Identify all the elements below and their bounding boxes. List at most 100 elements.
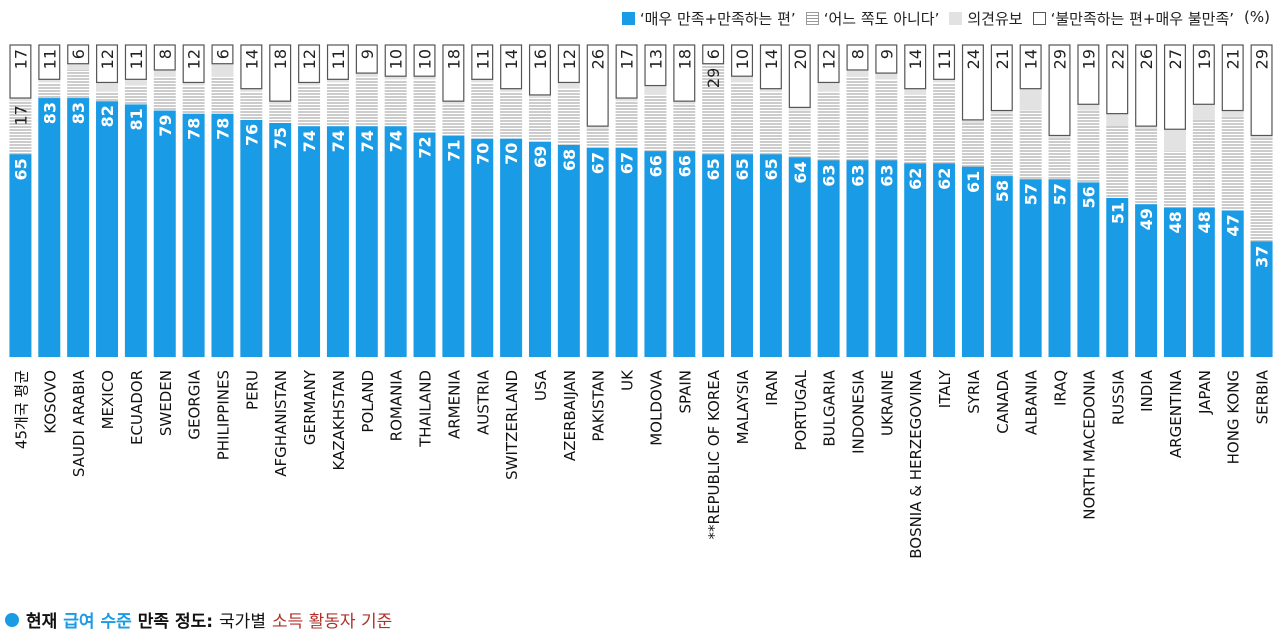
value-label: 10	[387, 49, 406, 69]
bar-segment	[326, 126, 349, 358]
x-tick-label: POLAND	[359, 370, 377, 433]
value-label: 58	[993, 180, 1012, 202]
bar-segment	[990, 110, 1013, 114]
x-tick-label: PERU	[243, 370, 261, 410]
title-part: 국가별	[219, 612, 266, 631]
bar-segment	[846, 160, 869, 357]
x-tick-label: SAUDI ARABIA	[70, 369, 88, 477]
bar-segment	[1192, 104, 1215, 120]
value-label: 29	[1253, 49, 1272, 69]
value-label: 65	[11, 158, 30, 180]
bar-segment	[9, 154, 32, 357]
x-tick-label: **REPUBLIC OF KOREA	[705, 369, 723, 539]
value-label: 70	[502, 143, 521, 165]
value-label: 71	[444, 139, 463, 161]
bar-segment	[1250, 138, 1273, 242]
bar-segment	[1106, 126, 1129, 198]
bar-segment	[788, 107, 811, 111]
bar-segment	[1019, 179, 1042, 357]
title-bullet	[5, 613, 19, 627]
value-label: 61	[964, 171, 983, 193]
bar-segment	[442, 135, 465, 357]
bar-segment	[788, 44, 811, 109]
legend-swatch	[949, 12, 963, 25]
bar-segment	[124, 85, 147, 105]
value-label: 17	[618, 49, 637, 69]
bar-segment	[875, 73, 898, 80]
value-label: 65	[733, 158, 752, 180]
x-tick-label: INDIA	[1138, 369, 1156, 412]
value-label: 21	[1224, 49, 1243, 69]
bar-segment	[1077, 104, 1100, 111]
bar-segment	[298, 44, 321, 84]
value-label: 11	[935, 49, 954, 69]
bar-segment	[124, 104, 147, 357]
bar-segment	[9, 98, 32, 102]
bar-segment	[1192, 207, 1215, 357]
legend-label: 의견유보	[967, 10, 1023, 28]
bar-segment	[355, 44, 378, 74]
legend-swatch	[621, 12, 635, 25]
bar-segment	[500, 44, 523, 90]
value-label: 79	[156, 115, 175, 137]
bar-segment	[933, 44, 956, 80]
bar-segment	[211, 44, 234, 65]
bar-segment	[644, 151, 667, 357]
value-label: 63	[848, 164, 867, 186]
value-label: 26	[1137, 49, 1156, 69]
bar-segment	[1077, 182, 1100, 357]
value-label: 63	[877, 164, 896, 186]
bar-segment	[153, 44, 176, 71]
bar-segment	[38, 79, 61, 83]
value-label: 10	[416, 49, 435, 69]
legend-item: ‘매우 만족+만족하는 편’	[621, 8, 796, 29]
value-label: 62	[935, 168, 954, 190]
value-label: 78	[213, 118, 232, 140]
bar-segment	[240, 91, 263, 120]
bar-segment	[846, 69, 869, 77]
bar-segment	[471, 44, 494, 80]
bar-segment	[96, 44, 119, 84]
x-tick-label: AFGHANISTAN	[272, 370, 290, 477]
bar-segment	[211, 63, 234, 77]
bar-segment	[557, 44, 580, 84]
value-label: 14	[502, 49, 521, 69]
x-tick-label: IRAQ	[1052, 370, 1070, 406]
x-tick-label: CANADA	[994, 369, 1012, 434]
value-label: 20	[791, 49, 810, 69]
value-label: 76	[242, 124, 261, 146]
bar-segment	[990, 44, 1013, 112]
bar-segment	[528, 44, 551, 96]
bar-segment	[1135, 44, 1158, 127]
bar-segment	[67, 98, 90, 357]
legend-item: 의견유보	[949, 8, 1023, 29]
legend-swatch	[805, 12, 819, 25]
x-tick-label: KAZAKHSTAN	[330, 370, 348, 471]
value-label: 14	[1022, 49, 1041, 69]
legend-label: ‘매우 만족+만족하는 편’	[639, 10, 796, 28]
x-tick-label: SERBIA	[1254, 369, 1272, 424]
legend-label: ‘어느 쪽도 아니다’	[823, 10, 940, 28]
x-tick-label: IRAN	[763, 370, 781, 406]
bar-segment	[384, 44, 407, 77]
bar-segment	[67, 63, 90, 70]
bar-segment	[961, 123, 984, 167]
bar-segment	[644, 85, 667, 95]
bar-segment	[1221, 116, 1244, 211]
title-part: 만족 정도:	[138, 612, 213, 631]
bar-segment	[326, 82, 349, 127]
value-label: 10	[733, 49, 752, 69]
bar-segment	[269, 101, 292, 105]
bar-segment	[240, 88, 263, 92]
bar-segment	[326, 79, 349, 83]
value-label: 16	[531, 49, 550, 69]
bar-segment	[875, 79, 898, 161]
bar-segment	[615, 44, 638, 99]
bar-segment	[298, 82, 321, 86]
x-tick-label: SYRIA	[965, 369, 983, 414]
bar-segment	[38, 82, 61, 99]
bar-segment	[153, 110, 176, 358]
value-label: 8	[156, 49, 175, 59]
bar-segment	[702, 44, 725, 65]
bar-segment	[442, 104, 465, 136]
